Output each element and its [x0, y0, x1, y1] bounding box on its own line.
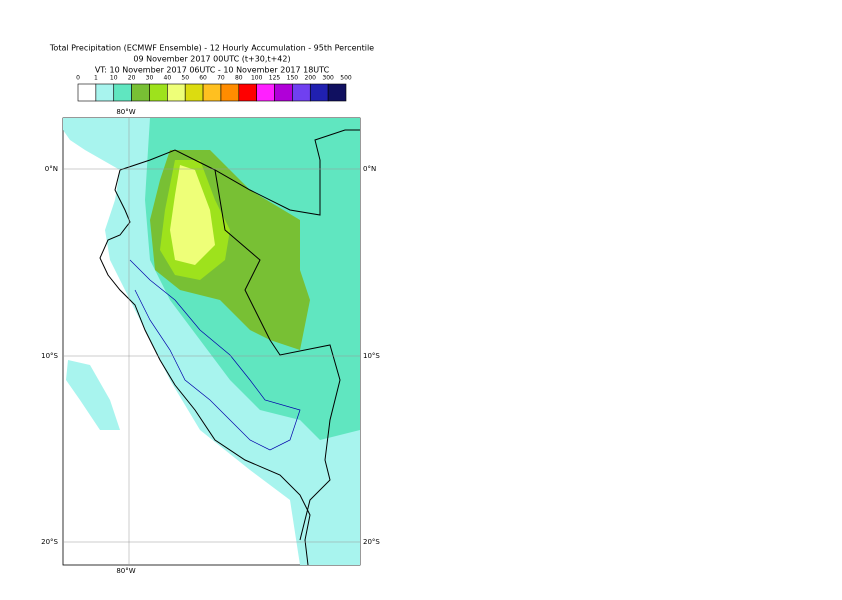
colorbar-label: 500 [340, 75, 352, 82]
lat-label: 10°S [363, 352, 380, 360]
colorbar-label: 300 [322, 75, 334, 82]
lat-label: 20°S [363, 538, 380, 546]
colorbar-label: 200 [305, 75, 317, 82]
colorbar-label: 40 [164, 75, 172, 82]
colorbar-box [149, 83, 168, 102]
lat-label: 0°N [45, 165, 58, 173]
precip-ocean [66, 360, 120, 430]
colorbar-box [220, 83, 240, 102]
colorbar-label: 10 [110, 75, 118, 82]
colorbar-box [131, 83, 150, 102]
coastline [99, 169, 311, 566]
colorbar-box [274, 83, 293, 102]
colorbar-box [184, 83, 204, 102]
lon-label: 80°W [116, 108, 135, 116]
colorbar-label: 30 [146, 75, 154, 82]
title: Total Precipitation (ECMWF Ensemble) - 1… [49, 44, 374, 53]
colorbar-label: 50 [181, 75, 189, 82]
lon-label: 80°W [116, 567, 135, 575]
border [119, 129, 360, 216]
colorbar-box [77, 83, 97, 102]
colorbar-box [292, 83, 311, 102]
colorbar-label: 80 [235, 75, 243, 82]
lat-label: 10°S [41, 352, 58, 360]
colorbar-box [167, 83, 186, 102]
colorbar-label: 70 [217, 75, 225, 82]
colorbar-box [327, 83, 347, 102]
colorbar-label: 0 [76, 75, 80, 82]
colorbar-box [202, 83, 222, 102]
valid-time: VT: 10 November 2017 06UTC - 10 November… [95, 66, 330, 75]
colorbar: 0 1 10 20 30 40 50 60 70 80 100 125 150 200 300 500 [76, 75, 352, 102]
colorbar-box [309, 83, 329, 102]
colorbar-label: 60 [199, 75, 207, 82]
colorbar-label: 1 [94, 75, 98, 82]
precip-peak [170, 165, 215, 265]
colorbar-label: 100 [251, 75, 263, 82]
colorbar-box [256, 83, 275, 102]
colorbar-box [113, 83, 132, 102]
map: 80°W 80°W 0°N 10°S 20°S 0°N 10°S 20°S [41, 108, 380, 575]
province-borders [129, 259, 301, 451]
colorbar-label: 20 [128, 75, 136, 82]
colorbar-label: 125 [269, 75, 281, 82]
border [214, 169, 341, 541]
colorbar-box [238, 83, 257, 102]
lat-label: 0°N [363, 165, 376, 173]
lat-label: 20°S [41, 538, 58, 546]
colorbar-label: 150 [287, 75, 299, 82]
colorbar-box [95, 83, 115, 102]
subtitle: 09 November 2017 00UTC (t+30,t+42) [133, 55, 290, 64]
